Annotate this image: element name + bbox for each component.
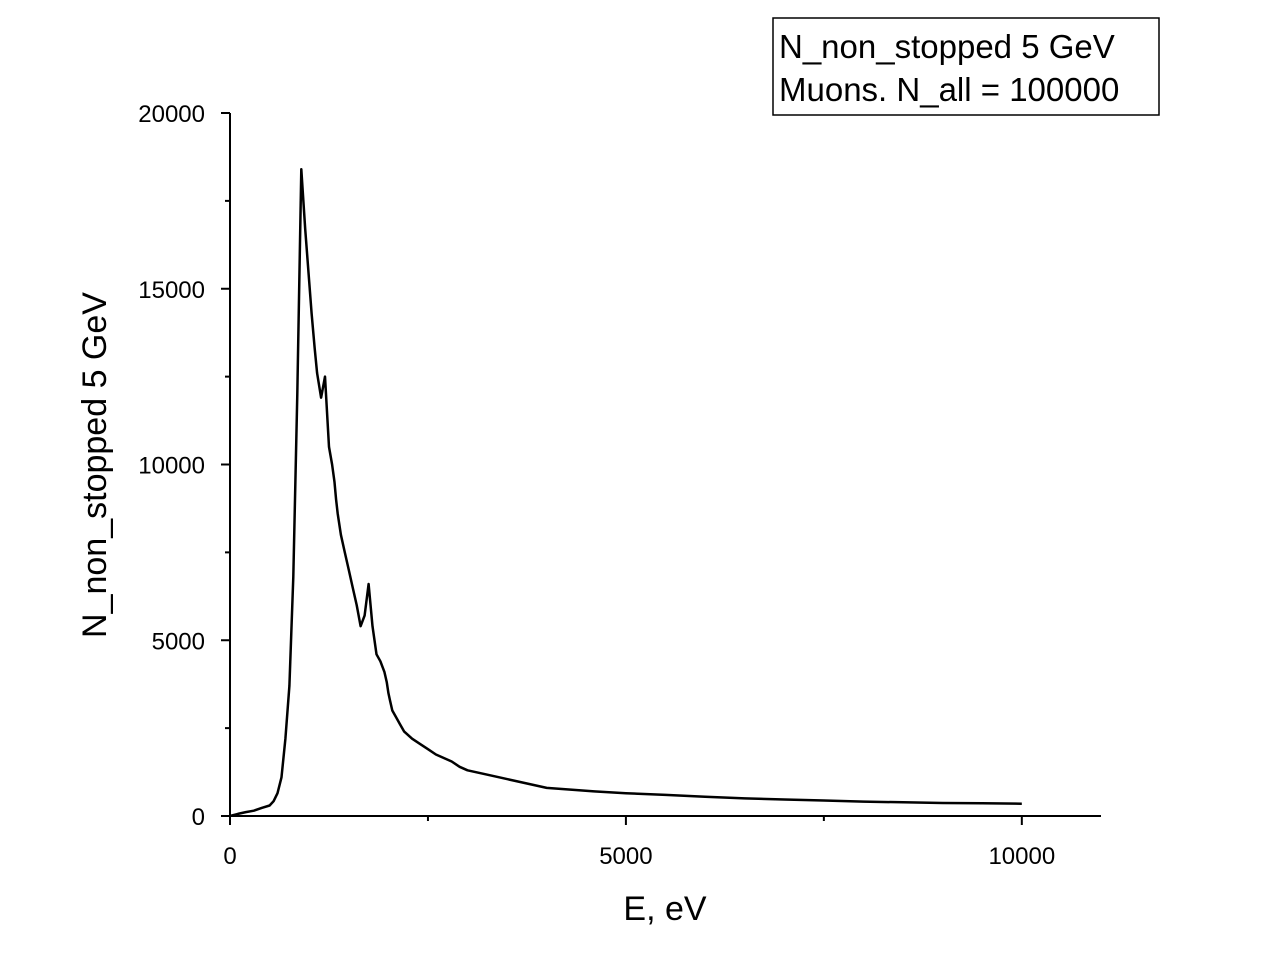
- tick-labels: 0 5000 10000 0 5000 10000 15000 20000: [138, 101, 1055, 870]
- series-line: [229, 167, 1022, 818]
- legend: N_non_stopped 5 GeV Muons. N_all = 10000…: [772, 17, 1160, 116]
- x-axis-title: E, eV: [623, 890, 706, 928]
- legend-box: [772, 17, 1160, 116]
- x-tick-label: 10000: [988, 843, 1055, 870]
- y-axis-title: N_non_stopped 5 GeV: [76, 292, 114, 638]
- y-tick-label: 10000: [138, 453, 205, 480]
- legend-line-2: Muons. N_all = 100000: [779, 71, 1119, 108]
- x-tick-label: 5000: [599, 843, 652, 870]
- axes: [221, 112, 1101, 825]
- plot-area: [229, 167, 1022, 818]
- x-tick-label: 0: [223, 843, 236, 870]
- y-tick-label: 5000: [152, 628, 205, 655]
- y-tick-label: 15000: [138, 277, 205, 304]
- y-tick-label: 20000: [138, 101, 205, 128]
- legend-line-1: N_non_stopped 5 GeV: [779, 28, 1115, 65]
- y-tick-label: 0: [192, 804, 205, 831]
